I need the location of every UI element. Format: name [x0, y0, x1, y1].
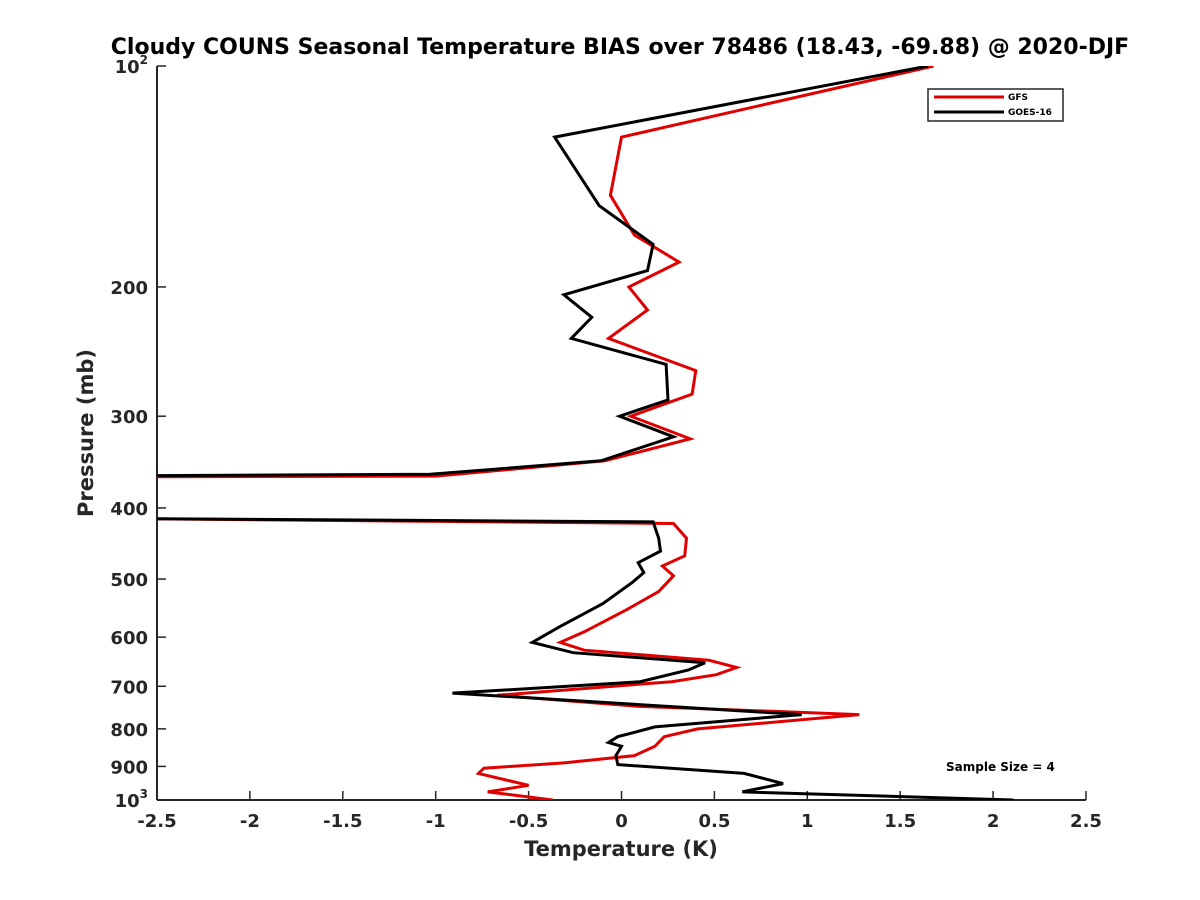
y-tick-label: 700	[110, 677, 148, 698]
x-tick-label: 1.5	[884, 811, 916, 832]
y-tick-base: 900	[110, 757, 148, 778]
legend: GFS GOES-16	[927, 88, 1064, 122]
legend-label: GFS	[1008, 93, 1028, 103]
legend-box	[927, 88, 1064, 122]
x-tick-label: 0	[615, 811, 628, 832]
y-tick-base: 300	[110, 407, 148, 428]
y-tick-base: 200	[110, 278, 148, 299]
x-tick-label: 2	[987, 811, 1000, 832]
y-tick-exponent: 3	[140, 787, 148, 801]
y-tick-label: 500	[110, 570, 148, 591]
x-tick-label: -2.5	[137, 811, 176, 832]
x-axis-label: Temperature (K)	[524, 837, 718, 861]
x-tick-label: -1.5	[323, 811, 362, 832]
series-line-goes-16	[157, 66, 1014, 800]
y-tick-exponent: 2	[140, 53, 148, 67]
y-tick-label: 400	[110, 499, 148, 520]
y-tick-base: 400	[110, 499, 148, 520]
x-tick-label: 0.5	[698, 811, 730, 832]
y-tick-label: 200	[110, 278, 148, 299]
y-axis-label: Pressure (mb)	[74, 349, 98, 517]
series-layer	[157, 66, 1014, 800]
y-tick-base: 10	[115, 57, 140, 78]
x-tick-label: 2.5	[1070, 811, 1102, 832]
x-tick-label: 1	[801, 811, 814, 832]
y-tick-base: 500	[110, 570, 148, 591]
x-tick-label: -1	[426, 811, 446, 832]
y-tick-label: 300	[110, 407, 148, 428]
legend-label: GOES-16	[1008, 108, 1052, 118]
chart-title: Cloudy COUNS Seasonal Temperature BIAS o…	[111, 35, 1129, 60]
y-tick-label: 103	[115, 787, 148, 812]
y-tick-label: 800	[110, 720, 148, 741]
y-tick-base: 800	[110, 720, 148, 741]
y-tick-base: 10	[115, 791, 140, 812]
x-tick-label: -0.5	[509, 811, 548, 832]
series-line-gfs	[157, 66, 934, 800]
y-tick-label: 900	[110, 757, 148, 778]
x-axis-ticks: -2.5 -2 -1.5 -1 -0.5 0 0.5 1 1.5 2 2.5	[137, 791, 1102, 832]
y-tick-label: 102	[115, 53, 148, 78]
x-tick-label: -2	[240, 811, 260, 832]
y-tick-base: 600	[110, 628, 148, 649]
y-tick-base: 700	[110, 677, 148, 698]
y-tick-label: 600	[110, 628, 148, 649]
plot-area	[156, 66, 1086, 801]
sample-size-annotation: Sample Size = 4	[946, 760, 1055, 774]
